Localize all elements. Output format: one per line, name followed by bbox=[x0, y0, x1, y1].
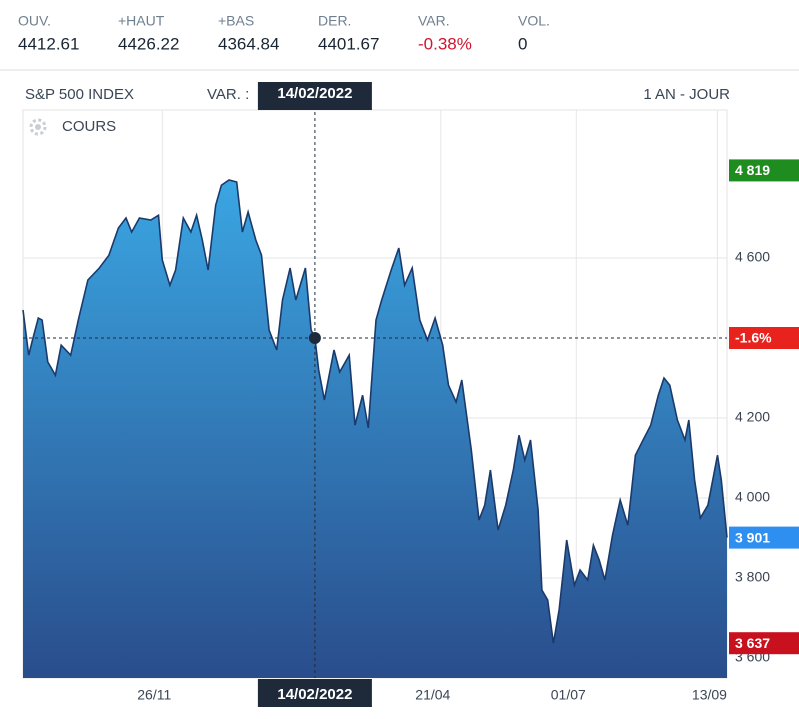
price-line bbox=[22, 179, 728, 644]
crosshair-date-box bbox=[257, 679, 372, 707]
stat-value: 4426.22 bbox=[118, 34, 179, 53]
series-label: COURS bbox=[62, 118, 116, 135]
crosshair-date: 14/02/2022 bbox=[277, 85, 352, 102]
price-badge bbox=[729, 159, 799, 182]
x-tick-label: 13/09 bbox=[692, 687, 727, 703]
y-tick-label: 3 800 bbox=[735, 569, 770, 585]
y-tick-label: 4 200 bbox=[735, 409, 770, 425]
x-tick-label: 21/04 bbox=[415, 687, 450, 703]
area-fill bbox=[23, 180, 727, 678]
price-badge-label: -1.6% bbox=[735, 330, 772, 346]
crosshair-date: 14/02/2022 bbox=[277, 686, 352, 703]
chart-title: S&P 500 INDEX bbox=[25, 86, 134, 103]
price-badge-label: 3 637 bbox=[735, 635, 770, 651]
y-tick-label: 4 600 bbox=[735, 249, 770, 265]
price-badge bbox=[729, 526, 799, 549]
stat-label: OUV. bbox=[18, 13, 51, 29]
stat-value: 4364.84 bbox=[218, 34, 279, 53]
crosshair-date-box bbox=[257, 82, 372, 110]
stat-value: 4412.61 bbox=[18, 34, 79, 53]
stat-label: VOL. bbox=[518, 13, 550, 29]
stat-value: 4401.67 bbox=[318, 34, 379, 53]
y-tick-label: 4 000 bbox=[735, 489, 770, 505]
crosshair-point bbox=[308, 332, 321, 344]
price-badge bbox=[729, 327, 799, 349]
stat-value: -0.38% bbox=[418, 34, 472, 53]
stat-label: VAR. bbox=[418, 13, 450, 29]
var-label: VAR. : bbox=[207, 86, 249, 103]
price-badge bbox=[729, 632, 799, 655]
stat-label: +HAUT bbox=[118, 13, 165, 29]
settings-icon[interactable] bbox=[29, 118, 47, 136]
stat-label: +BAS bbox=[218, 13, 254, 29]
stat-value: 0 bbox=[518, 34, 527, 53]
period[interactable]: 1 AN - JOUR bbox=[643, 86, 730, 103]
x-tick-label: 26/11 bbox=[137, 687, 171, 703]
stat-label: DER. bbox=[318, 13, 351, 29]
price-badge-label: 3 901 bbox=[735, 529, 770, 545]
price-badge-label: 4 819 bbox=[735, 162, 770, 178]
x-tick-label: 01/07 bbox=[551, 687, 586, 703]
